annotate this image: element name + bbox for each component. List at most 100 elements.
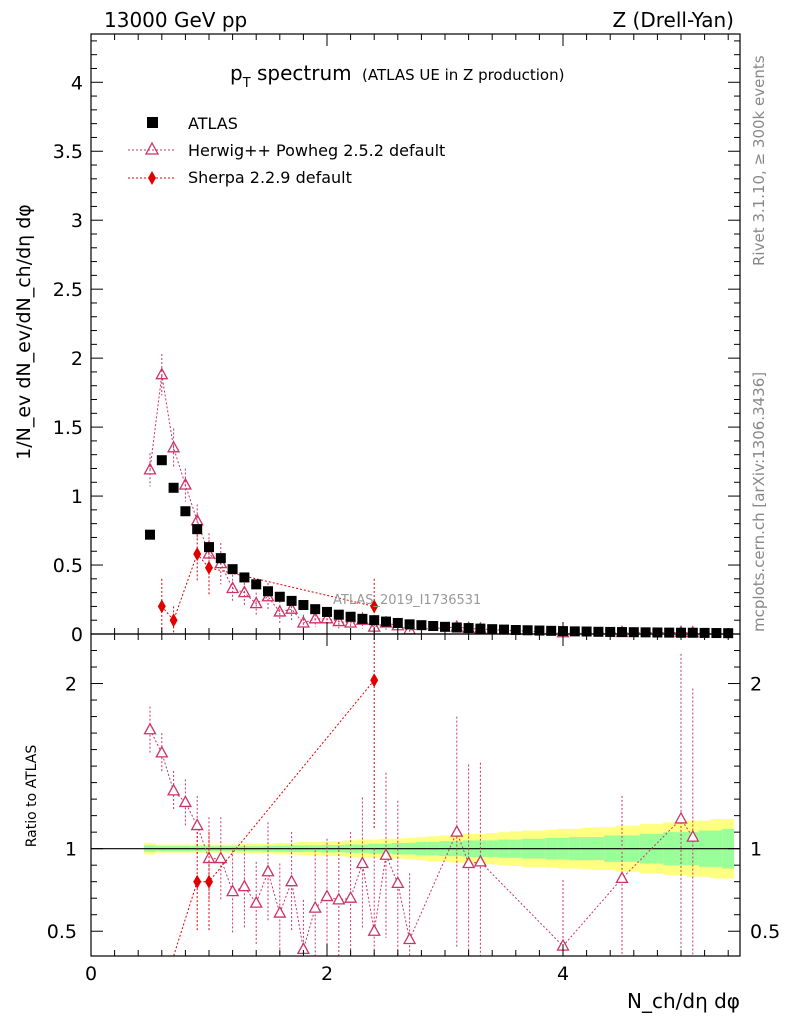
herwig-ratio-point (249, 895, 263, 908)
y-tick-label: 2.5 (53, 279, 83, 301)
sherpa-point (370, 599, 379, 614)
ratio-tick-label-right: 2 (750, 674, 762, 696)
plot-title: pT spectrum (230, 61, 352, 91)
herwig-ratio-point (674, 811, 688, 824)
atlas-point (263, 586, 273, 597)
herwig-point (226, 581, 240, 594)
legend-label-atlas: ATLAS (188, 114, 238, 133)
herwig-point (237, 585, 251, 598)
atlas-point (215, 553, 226, 564)
x-tick-label: 4 (557, 963, 569, 985)
ratio-tick-label-right: 1 (750, 839, 762, 861)
sherpa-ratio-point (370, 673, 379, 688)
y-tick-label: 2 (71, 348, 83, 370)
y-tick-label: 0 (71, 624, 83, 646)
atlas-point (369, 615, 380, 626)
legend-marker-sherpa (148, 171, 156, 185)
legend: ATLAS Herwig++ Powheg 2.5.2 default Sher… (128, 114, 445, 187)
herwig-ratio-point (462, 856, 476, 869)
herwig-ratio-point (226, 884, 240, 897)
herwig-point (285, 601, 299, 614)
analysis-watermark: ATLAS_2019_I1736531 (333, 593, 481, 608)
atlas-point (274, 591, 285, 602)
herwig-ratio-point (167, 783, 181, 796)
x-tick-label: 2 (321, 963, 333, 985)
atlas-point (416, 620, 427, 631)
atlas-point (227, 564, 238, 575)
sherpa-point (157, 599, 166, 614)
herwig-ratio-point (308, 900, 322, 913)
atlas-point (546, 625, 557, 636)
herwig-ratio-point (403, 932, 417, 945)
atlas-point (640, 627, 651, 638)
herwig-ratio-point (615, 871, 629, 884)
title-small: (ATLAS UE in Z production) (362, 66, 564, 84)
atlas-point (251, 579, 262, 590)
atlas-point (451, 622, 462, 633)
atlas-point (687, 627, 698, 638)
herwig-point (344, 615, 358, 628)
atlas-point (322, 606, 332, 617)
herwig-point (296, 615, 310, 628)
herwig-point (178, 477, 192, 490)
atlas-point (298, 600, 309, 611)
atlas-point (192, 524, 203, 535)
herwig-ratio-point (178, 795, 192, 808)
herwig-point (273, 604, 287, 617)
atlas-point (711, 628, 722, 639)
header-right: Z (Drell-Yan) (612, 8, 734, 32)
herwig-ratio-point (273, 905, 287, 918)
y-tick-label: 1.5 (53, 417, 83, 439)
x-tick-label: 0 (85, 963, 97, 985)
sherpa-ratio-point (205, 874, 213, 889)
ratio-tick-label: 1 (65, 839, 77, 861)
atlas-point (617, 627, 627, 638)
y-tick-label: 3.5 (53, 141, 83, 163)
atlas-point (333, 609, 344, 620)
herwig-ratio-point (214, 851, 228, 864)
atlas-point (286, 595, 297, 606)
herwig-ratio-point (190, 818, 204, 831)
herwig-point (167, 440, 181, 453)
y-tick-label: 1 (71, 486, 83, 508)
herwig-point (143, 462, 157, 475)
sherpa-point (169, 613, 178, 628)
legend-label-sherpa: Sherpa 2.2.9 default (188, 168, 352, 187)
herwig-ratio-point (237, 879, 251, 892)
atlas-point (569, 626, 580, 637)
herwig-point (249, 596, 263, 609)
herwig-point (308, 611, 322, 624)
herwig-point (155, 367, 169, 380)
herwig-ratio-point (391, 875, 405, 888)
atlas-point (145, 529, 155, 540)
herwig-ratio-point (320, 889, 334, 902)
atlas-point (204, 542, 214, 553)
legend-label-herwig: Herwig++ Powheg 2.5.2 default (188, 141, 445, 160)
sherpa-ratio-point (193, 874, 202, 889)
atlas-point (156, 455, 167, 466)
legend-marker-herwig (144, 141, 160, 155)
atlas-point (168, 482, 179, 493)
atlas-point (392, 617, 403, 628)
herwig-ratio-point (285, 874, 299, 887)
atlas-point (345, 611, 356, 622)
herwig-ratio-point (367, 923, 381, 936)
herwig-ratio-point (379, 847, 393, 860)
herwig-ratio-point (355, 856, 369, 869)
y-tick-label: 3 (71, 210, 83, 232)
x-axis-label: N_ch/dη dφ (627, 989, 740, 1013)
ratio-frame (90, 633, 741, 957)
header-left: 13000 GeV pp (104, 8, 248, 32)
atlas-point (180, 506, 191, 517)
y-tick-label: 0.5 (53, 555, 83, 577)
y-tick-label: 4 (71, 72, 83, 94)
ratio-tick-label-right: 0.5 (750, 921, 780, 943)
herwig-ratio-point (261, 864, 275, 877)
sherpa-point (205, 560, 213, 575)
herwig-ratio-point (473, 854, 487, 867)
atlas-point (239, 572, 250, 583)
y-axis-label: 1/N_ev dN_ev/dN_ch/dη dφ (13, 204, 35, 460)
atlas-point (428, 621, 439, 631)
title-sub: T (242, 76, 251, 91)
uncertainty-band (91, 818, 740, 879)
